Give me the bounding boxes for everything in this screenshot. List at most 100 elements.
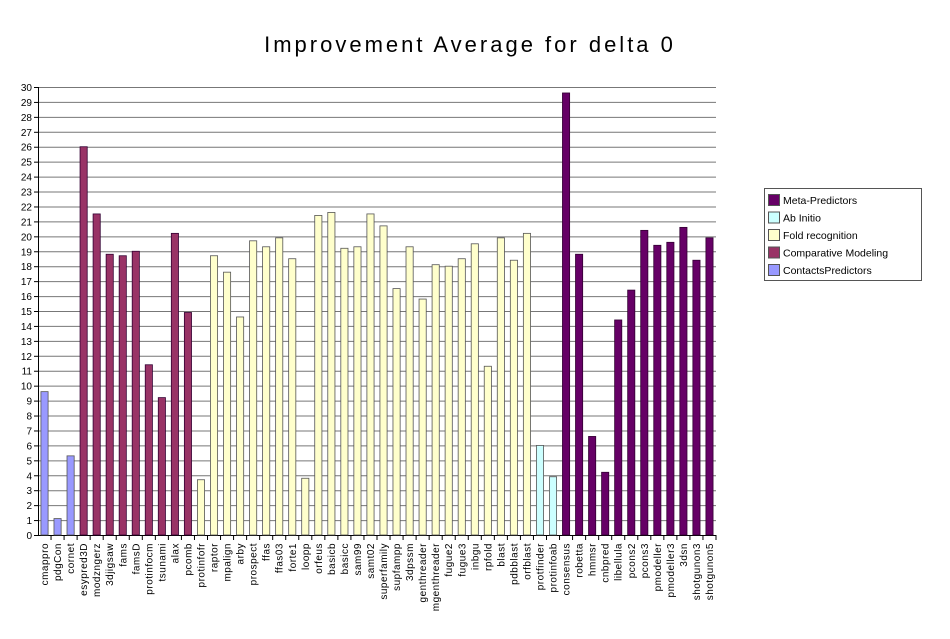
legend-label: Comparative Modeling (783, 248, 888, 260)
bar-modzngerz (92, 213, 101, 536)
bar-blast (496, 237, 505, 536)
bar-orfeus (314, 215, 323, 536)
legend-swatch (768, 246, 780, 259)
y-tick-label: 13 (21, 337, 33, 348)
y-tick-label: 23 (21, 188, 33, 199)
bar-pcomb (183, 312, 192, 536)
bar-ffas03 (275, 237, 284, 536)
legend-swatch (768, 194, 780, 206)
x-tick-label: fams (118, 543, 129, 567)
legend-swatch (768, 229, 780, 241)
bar-tsunami (157, 397, 166, 536)
x-tick-label: pmodeller (653, 543, 664, 592)
x-tick-label: supfampp (392, 543, 403, 591)
bar-shotgunon5 (705, 237, 714, 536)
x-tick-label: alax (170, 543, 181, 563)
bar-fugue3 (457, 258, 466, 536)
x-axis: cmappro pdgCon cornet esypred3D modzngerz 3dj… (40, 535, 717, 611)
bars (40, 92, 714, 536)
y-tick-label: 22 (21, 202, 33, 213)
x-tick-label: modzngerz (92, 543, 103, 597)
x-tick-label: tsunami (157, 543, 168, 582)
x-tick-label: cmappro (40, 543, 51, 585)
bar-protinfocm (144, 364, 153, 536)
bar-pdbblast (509, 259, 518, 536)
y-tick-label: 8 (26, 412, 32, 423)
y-tick-label: 11 (22, 367, 33, 378)
x-tick-label: mpalign (223, 543, 234, 582)
legend-swatch (768, 264, 780, 276)
bar-famsD (131, 250, 140, 536)
legend-label: Meta-Predictors (783, 195, 857, 207)
bar-rpfold (483, 365, 492, 536)
bar-raptor (210, 255, 219, 536)
y-tick-label: 4 (26, 471, 32, 482)
bar-shotgunon3 (692, 259, 701, 536)
x-tick-label: fugue2 (444, 543, 455, 577)
bar-protinfofr (196, 479, 205, 536)
y-tick-label: 21 (21, 217, 33, 228)
bar-cmappro (40, 391, 49, 536)
legend-label: Ab Initio (783, 213, 821, 225)
y-tick-label: 29 (21, 98, 33, 109)
x-tick-label: cnbpred (601, 543, 612, 583)
x-tick-label: basicc (340, 543, 351, 574)
x-tick-label: ffas03 (275, 543, 286, 573)
bar-protfinder (535, 444, 544, 536)
x-tick-label: forte1 (288, 543, 299, 572)
x-tick-label: robetta (575, 543, 586, 578)
bar-mpalign (223, 271, 232, 536)
bar-cnbpred (601, 471, 610, 536)
bar-basicc (340, 247, 349, 536)
x-tick-label: pdbblast (509, 543, 520, 585)
y-tick-label: 25 (21, 158, 33, 169)
x-tick-label: 3djigsaw (105, 543, 116, 586)
bar-alax (170, 232, 179, 536)
y-tick-label: 30 (21, 83, 33, 94)
chart-title: Improvement Average for delta 0 (264, 32, 676, 57)
x-tick-label: cornet (66, 543, 77, 574)
y-tick-label: 26 (21, 143, 33, 154)
y-tick-label: 14 (21, 322, 33, 333)
x-tick-label: fugue3 (457, 543, 468, 577)
legend-label: Fold recognition (783, 230, 858, 242)
x-tick-label: protinfoab (549, 543, 560, 592)
y-tick-label: 0 (26, 531, 32, 542)
x-tick-label: ffas (262, 543, 273, 561)
bar-3dsn (679, 226, 688, 536)
x-tick-label: protfinder (535, 543, 546, 590)
x-tick-label: pcons2 (627, 543, 638, 578)
bar-protinfoab (549, 476, 558, 536)
x-tick-label: pmodeller3 (666, 543, 677, 597)
bar-mgenthreader (431, 264, 440, 536)
x-tick-label: 3dsn (679, 543, 690, 567)
bar-pdgCon (53, 518, 62, 536)
bar-ffas (262, 246, 271, 536)
x-tick-label: libellula (614, 543, 625, 581)
x-tick-label: sam99 (353, 543, 364, 576)
x-tick-label: esypred3D (79, 543, 90, 596)
y-tick-label: 1 (26, 516, 32, 527)
bar-superfamily (379, 225, 388, 536)
bar-3djigsaw (105, 253, 114, 536)
x-tick-label: genthreader (418, 543, 429, 603)
y-tick-label: 16 (21, 292, 33, 303)
bar-esypred3D (79, 146, 88, 536)
bar-inbgu (470, 243, 479, 536)
bar-orfblast (522, 232, 531, 536)
y-tick-label: 27 (21, 128, 33, 139)
y-tick-label: 24 (21, 173, 33, 184)
x-tick-label: protinfofr (196, 543, 207, 588)
x-tick-label: samt02 (366, 543, 377, 579)
bar-pmodeller (653, 244, 662, 536)
y-tick-label: 20 (21, 232, 33, 243)
x-tick-label: shotgunon5 (705, 543, 716, 600)
bar-prospect (249, 240, 258, 536)
x-tick-label: pcomb (183, 543, 194, 576)
x-tick-label: inbgu (470, 543, 481, 570)
y-tick-label: 7 (26, 426, 32, 437)
x-tick-label: shotgunon3 (692, 543, 703, 600)
bar-pcons3 (640, 229, 649, 536)
y-tick-label: 3 (26, 486, 32, 497)
